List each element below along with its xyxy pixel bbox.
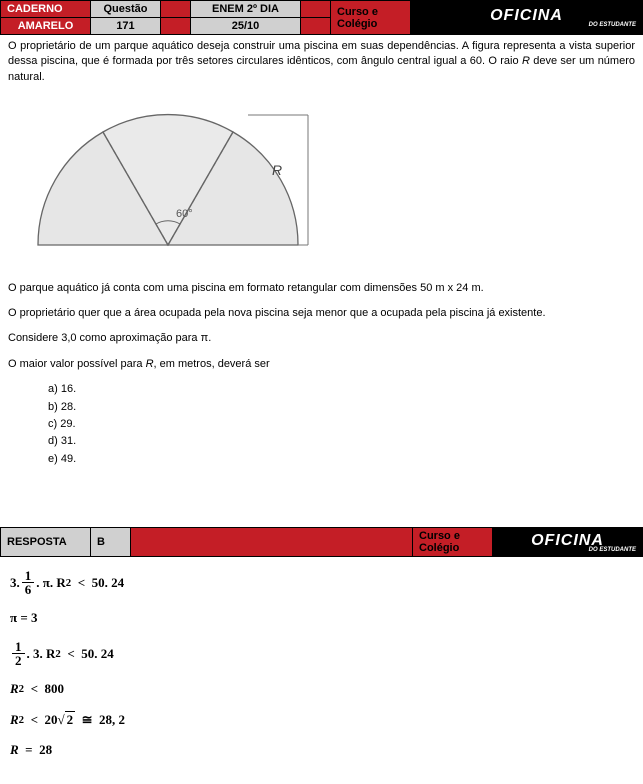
math-line-4: R2 < 800: [10, 681, 633, 697]
option-b: b) 28.: [48, 400, 635, 415]
answer-logo-cell: OFICINA DO ESTUDANTE: [493, 528, 643, 557]
data-value: 25/10: [191, 18, 301, 35]
enem-label: ENEM 2º DIA: [191, 1, 301, 18]
math-line-2: π = 3: [10, 610, 633, 626]
problem-p5: O maior valor possível para R, em metros…: [8, 357, 635, 372]
answer-curso: Curso e Colégio: [413, 528, 493, 557]
answer-header: RESPOSTA B Curso e Colégio OFICINA DO ES…: [0, 527, 643, 557]
answer-spacer: [131, 528, 413, 557]
frac-1: 16: [22, 569, 35, 596]
spacer-2: [301, 1, 331, 18]
pool-figure: 60° R: [28, 95, 635, 265]
pool-svg: 60° R: [28, 95, 328, 260]
questao-label: Questão: [91, 1, 161, 18]
option-c: c) 29.: [48, 417, 635, 432]
curso-label: Curso e Colégio: [331, 1, 411, 35]
option-e: e) 49.: [48, 452, 635, 467]
problem-p1: O proprietário de um parque aquático des…: [8, 39, 635, 85]
questao-value: 171: [91, 18, 161, 35]
question-content: O proprietário de um parque aquático des…: [0, 35, 643, 477]
frac-2: 12: [12, 640, 25, 667]
math-line-5: R2 < 20√2 ≅ 28, 2: [10, 711, 633, 728]
question-block: CADERNO Questão ENEM 2º DIA Curso e Colé…: [0, 0, 643, 477]
spacer-1: [161, 1, 191, 18]
spacer-4: [301, 18, 331, 35]
angle-label: 60°: [176, 208, 193, 220]
logo-main: OFICINA: [490, 7, 563, 24]
resposta-label: RESPOSTA: [1, 528, 91, 557]
caderno-value: AMARELO: [1, 18, 91, 35]
math-line-1: 3. 16 . π. R2 < 50. 24: [10, 569, 633, 596]
option-a: a) 16.: [48, 382, 635, 397]
r-label: R: [272, 162, 282, 178]
question-header: CADERNO Questão ENEM 2º DIA Curso e Colé…: [0, 0, 643, 35]
resposta-value: B: [91, 528, 131, 557]
answer-block: RESPOSTA B Curso e Colégio OFICINA DO ES…: [0, 527, 643, 784]
solution-content: 3. 16 . π. R2 < 50. 24 π = 3 12 . 3. R2 …: [0, 557, 643, 784]
spacer-3: [161, 18, 191, 35]
math-line-6: R = 28: [10, 742, 633, 758]
problem-p2: O parque aquático já conta com uma pisci…: [8, 281, 635, 296]
options-list: a) 16. b) 28. c) 29. d) 31. e) 49.: [48, 382, 635, 467]
problem-p4: Considere 3,0 como aproximação para π.: [8, 331, 635, 346]
problem-p3: O proprietário quer que a área ocupada p…: [8, 306, 635, 321]
option-d: d) 31.: [48, 434, 635, 449]
caderno-label: CADERNO: [1, 1, 91, 18]
math-line-3: 12 . 3. R2 < 50. 24: [10, 640, 633, 667]
logo-cell: OFICINA DO ESTUDANTE: [411, 1, 643, 35]
